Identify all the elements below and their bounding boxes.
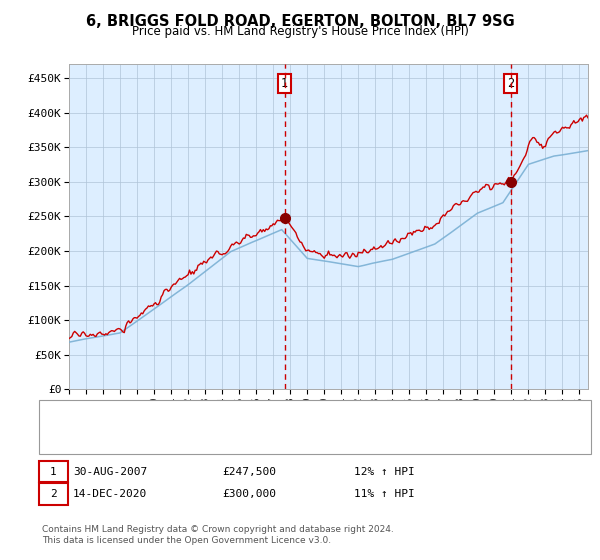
Text: 14-DEC-2020: 14-DEC-2020: [73, 489, 148, 499]
Text: 30-AUG-2007: 30-AUG-2007: [73, 466, 148, 477]
Text: 6, BRIGGS FOLD ROAD, EGERTON, BOLTON, BL7 9SG (detached house): 6, BRIGGS FOLD ROAD, EGERTON, BOLTON, BL…: [82, 411, 446, 421]
Text: ——: ——: [49, 432, 74, 446]
Text: 6, BRIGGS FOLD ROAD, EGERTON, BOLTON, BL7 9SG: 6, BRIGGS FOLD ROAD, EGERTON, BOLTON, BL…: [86, 14, 514, 29]
Text: £247,500: £247,500: [222, 466, 276, 477]
Text: 1: 1: [50, 466, 57, 477]
Text: HPI: Average price, detached house, Bolton: HPI: Average price, detached house, Bolt…: [82, 434, 329, 444]
Text: 2: 2: [507, 77, 514, 90]
Text: Contains HM Land Registry data © Crown copyright and database right 2024.
This d: Contains HM Land Registry data © Crown c…: [42, 525, 394, 545]
Text: 12% ↑ HPI: 12% ↑ HPI: [354, 466, 415, 477]
Text: 11% ↑ HPI: 11% ↑ HPI: [354, 489, 415, 499]
Text: ——: ——: [49, 409, 74, 423]
Text: 1: 1: [281, 77, 288, 90]
Text: Price paid vs. HM Land Registry's House Price Index (HPI): Price paid vs. HM Land Registry's House …: [131, 25, 469, 38]
Text: 2: 2: [50, 489, 57, 499]
Text: £300,000: £300,000: [222, 489, 276, 499]
